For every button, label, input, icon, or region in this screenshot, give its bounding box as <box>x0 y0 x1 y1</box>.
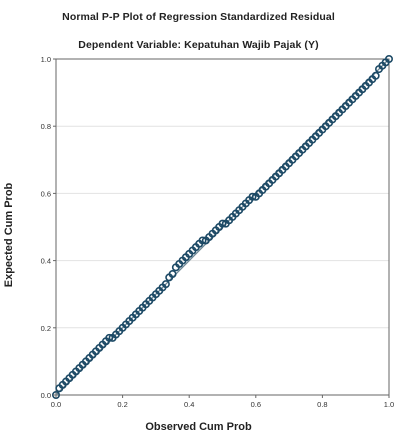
data-point <box>218 219 227 228</box>
y-tick-label: 1.0 <box>41 55 51 64</box>
x-tick-label: 0.2 <box>117 400 127 409</box>
grid-lines <box>56 125 389 329</box>
x-tick-label: 0.4 <box>184 400 194 409</box>
y-tick-label: 0.8 <box>41 122 51 131</box>
x-axis-label: Observed Cum Prob <box>145 421 252 433</box>
data-point <box>105 333 114 342</box>
data-point <box>168 270 177 279</box>
data-point <box>198 236 207 245</box>
y-tick-label: 0.0 <box>41 391 51 400</box>
chart-title: Normal P-P Plot of Regression Standardiz… <box>62 11 335 23</box>
plot-frame <box>55 58 390 396</box>
x-tick-label: 0.8 <box>317 400 327 409</box>
chart-subtitle: Dependent Variable: Kepatuhan Wajib Paja… <box>78 39 319 51</box>
data-points <box>51 54 393 399</box>
data-point <box>384 54 393 63</box>
data-point <box>161 280 170 289</box>
y-axis-label: Expected Cum Prob <box>3 182 15 288</box>
y-axis-ticks: 0.0 0.2 0.4 0.6 0.8 1.0 <box>41 55 56 400</box>
data-point <box>371 71 380 80</box>
x-axis-ticks: 0.0 0.2 0.4 0.6 0.8 1.0 <box>51 395 394 409</box>
y-tick-label: 0.6 <box>41 189 51 198</box>
y-tick-label: 0.4 <box>41 257 51 266</box>
x-tick-label: 1.0 <box>384 400 394 409</box>
data-point <box>51 390 60 399</box>
x-tick-label: 0.6 <box>251 400 261 409</box>
data-point <box>248 192 257 201</box>
x-tick-label: 0.0 <box>51 400 61 409</box>
y-tick-label: 0.2 <box>41 324 51 333</box>
